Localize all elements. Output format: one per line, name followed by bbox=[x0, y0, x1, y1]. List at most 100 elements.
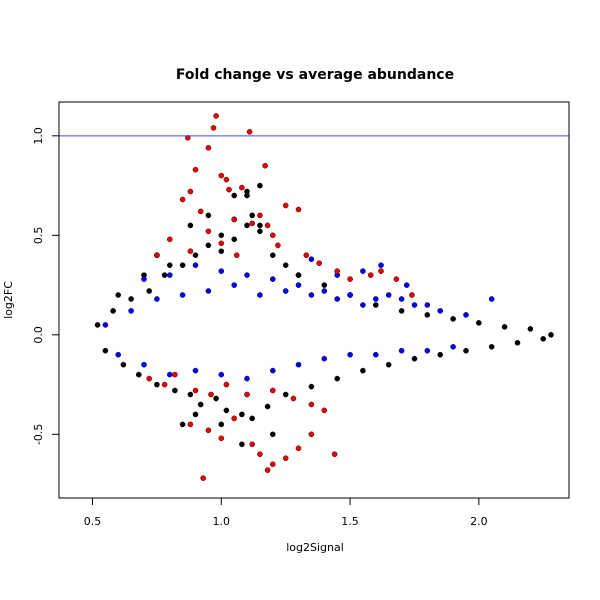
data-point bbox=[316, 260, 323, 267]
y-axis-label: log2FC bbox=[2, 281, 15, 319]
data-point bbox=[192, 262, 199, 269]
data-point bbox=[360, 367, 366, 374]
data-point bbox=[393, 276, 400, 282]
data-point bbox=[378, 262, 384, 269]
data-point bbox=[411, 302, 418, 308]
data-point bbox=[282, 262, 289, 269]
data-point bbox=[213, 395, 219, 402]
data-point bbox=[269, 387, 276, 394]
data-point bbox=[161, 272, 168, 278]
x-tick-label: 2.0 bbox=[470, 515, 488, 528]
data-point bbox=[321, 288, 328, 294]
data-point bbox=[347, 292, 353, 298]
data-point bbox=[257, 222, 263, 229]
data-point bbox=[208, 391, 214, 398]
data-point bbox=[146, 375, 152, 382]
data-point bbox=[213, 113, 219, 119]
data-point bbox=[239, 441, 245, 448]
data-point bbox=[205, 228, 212, 235]
data-point bbox=[223, 176, 230, 183]
y-tick-label: -0.5 bbox=[32, 424, 45, 445]
data-point bbox=[450, 343, 456, 350]
data-point bbox=[275, 242, 281, 249]
data-point bbox=[295, 206, 302, 213]
data-point bbox=[403, 282, 410, 288]
data-point bbox=[398, 347, 405, 354]
data-point bbox=[231, 282, 237, 288]
data-point bbox=[205, 144, 212, 151]
data-point bbox=[172, 371, 178, 378]
data-point bbox=[257, 228, 263, 235]
data-point bbox=[527, 326, 534, 332]
data-point bbox=[244, 272, 250, 278]
y-tick-label: 0.0 bbox=[32, 326, 45, 344]
y-tick-label: 1.0 bbox=[32, 127, 45, 145]
data-point bbox=[290, 395, 297, 402]
y-axis: -0.5 0.0 0.5 1.0 bbox=[32, 127, 60, 445]
data-point bbox=[282, 202, 289, 209]
data-point bbox=[282, 455, 289, 462]
data-point bbox=[372, 296, 379, 302]
data-point bbox=[218, 435, 225, 442]
data-point bbox=[437, 308, 444, 314]
data-point bbox=[218, 172, 225, 179]
data-point bbox=[463, 347, 469, 354]
data-point bbox=[257, 212, 263, 219]
data-point bbox=[308, 431, 315, 438]
data-point bbox=[154, 252, 160, 258]
data-point bbox=[205, 427, 212, 434]
data-point bbox=[257, 182, 263, 189]
data-point bbox=[424, 302, 431, 308]
data-point bbox=[154, 296, 160, 302]
data-point bbox=[378, 268, 384, 274]
data-point bbox=[141, 276, 147, 282]
data-point bbox=[331, 451, 338, 458]
data-point bbox=[239, 184, 245, 191]
data-point bbox=[264, 403, 271, 410]
data-point bbox=[179, 292, 186, 298]
data-point bbox=[244, 188, 250, 195]
data-point bbox=[264, 467, 271, 473]
data-point bbox=[244, 391, 250, 398]
data-point bbox=[463, 312, 469, 318]
data-point bbox=[102, 347, 109, 354]
data-point bbox=[205, 288, 212, 294]
data-point bbox=[488, 343, 495, 350]
data-point bbox=[246, 128, 253, 135]
data-point bbox=[540, 335, 547, 342]
data-point bbox=[321, 407, 328, 414]
data-point bbox=[154, 381, 160, 388]
data-point bbox=[488, 296, 495, 302]
data-point bbox=[269, 431, 276, 438]
data-point bbox=[187, 248, 194, 254]
data-point bbox=[197, 401, 204, 408]
x-tick-label: 1.0 bbox=[213, 515, 231, 528]
data-point bbox=[231, 236, 237, 243]
data-point bbox=[269, 232, 276, 239]
data-point bbox=[166, 371, 173, 378]
data-point bbox=[303, 252, 310, 258]
data-point bbox=[231, 415, 237, 422]
data-point bbox=[166, 236, 173, 243]
data-point bbox=[205, 212, 212, 219]
data-point bbox=[269, 276, 276, 282]
data-point bbox=[372, 302, 379, 308]
data-point bbox=[120, 361, 127, 368]
y-tick-label: 0.5 bbox=[32, 227, 45, 245]
data-point bbox=[334, 296, 341, 302]
data-point bbox=[218, 248, 225, 254]
data-point bbox=[187, 222, 194, 229]
x-tick-label: 1.5 bbox=[341, 515, 359, 528]
data-point bbox=[360, 302, 366, 308]
data-point bbox=[548, 331, 554, 338]
data-point bbox=[205, 242, 212, 249]
data-point bbox=[295, 361, 302, 368]
x-tick-label: 0.5 bbox=[84, 515, 102, 528]
data-point bbox=[218, 240, 225, 247]
data-point bbox=[321, 355, 328, 362]
data-point bbox=[249, 212, 255, 219]
data-point bbox=[264, 222, 271, 229]
data-point bbox=[321, 282, 328, 288]
data-point bbox=[179, 196, 186, 203]
